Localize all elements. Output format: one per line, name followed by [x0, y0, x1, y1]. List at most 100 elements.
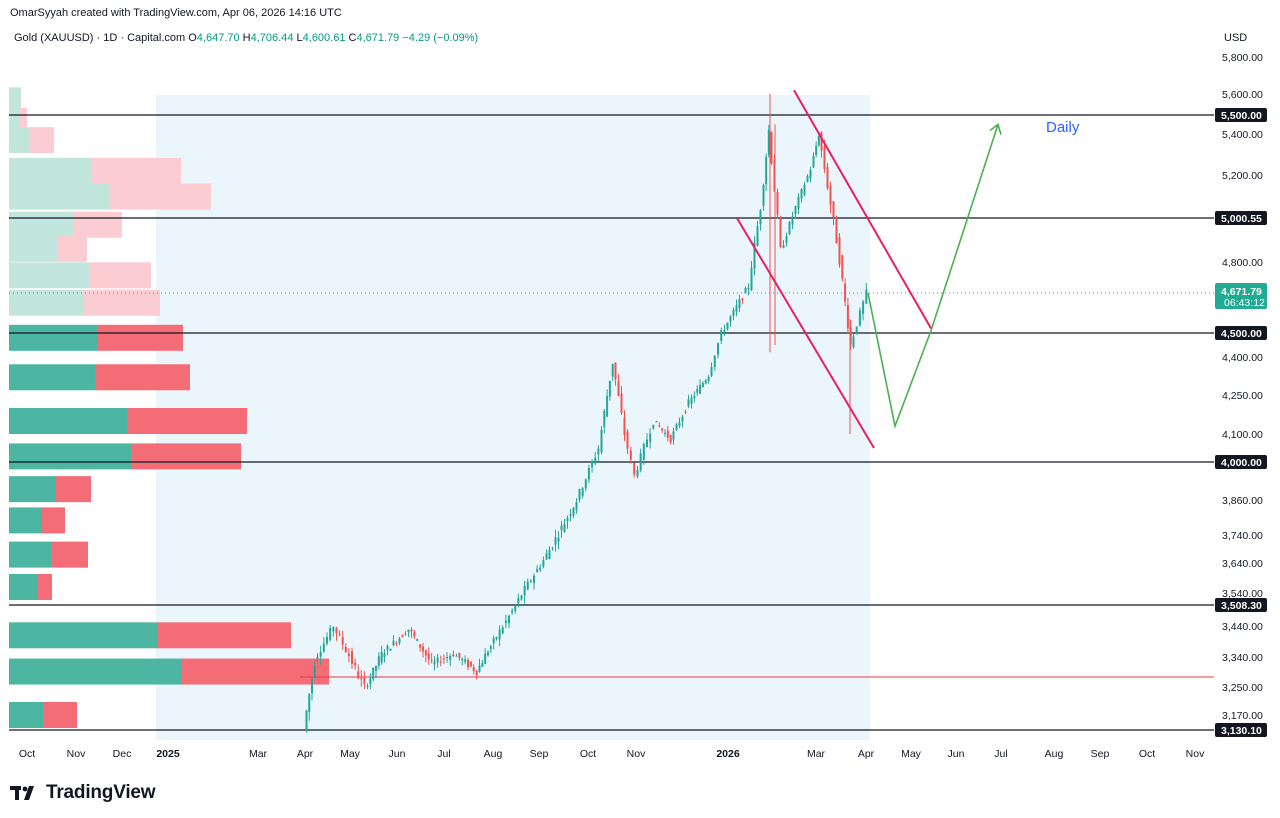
volume-profile [9, 87, 329, 728]
candle [664, 429, 666, 437]
candle [380, 645, 383, 665]
candle [794, 205, 797, 219]
projection-path[interactable] [867, 124, 999, 430]
candle [800, 188, 803, 203]
candle [487, 650, 489, 657]
level-price-badge [1215, 455, 1267, 469]
candle [756, 220, 759, 247]
tradingview-logo[interactable]: TradingView [10, 780, 156, 806]
candle [389, 648, 392, 651]
candle [767, 124, 770, 158]
candle [529, 578, 532, 584]
time-tick-label: Jul [437, 748, 450, 760]
chart-drawings[interactable] [736, 89, 1002, 449]
candle [329, 624, 332, 642]
projection-arrowhead [989, 123, 1002, 135]
time-tick-label: Sep [1091, 748, 1110, 760]
candle [545, 549, 548, 561]
volume-profile-up-bar [9, 541, 51, 568]
candle [424, 649, 427, 663]
candle [606, 389, 609, 418]
volume-profile-down-bar [41, 507, 65, 534]
symbol-name[interactable]: Gold (XAUUSD) · 1D · Capital.com [14, 32, 186, 44]
candle [492, 635, 495, 650]
time-tick-label: Aug [484, 748, 503, 760]
candle [308, 693, 311, 721]
candle [611, 363, 614, 381]
candle [729, 315, 732, 327]
daily-annotation[interactable]: Daily [1046, 119, 1080, 136]
descending-channel-line[interactable] [793, 89, 932, 329]
volume-profile-up-bar [9, 183, 109, 210]
low-value: 4,600.61 [302, 32, 346, 44]
candle [569, 508, 572, 522]
candle [829, 181, 832, 214]
candle [478, 658, 481, 673]
candle [762, 183, 765, 211]
candle [591, 459, 594, 473]
time-tick-label: Nov [627, 748, 646, 760]
price-tick-label: 5,400.00 [1222, 129, 1263, 141]
horizontal-levels[interactable] [9, 114, 1214, 731]
candle [759, 209, 762, 231]
candle [741, 298, 744, 305]
candle [809, 166, 812, 183]
volume-profile-down-bar [97, 324, 183, 351]
candle [484, 648, 487, 665]
time-axis[interactable]: Oct Nov Dec 2025 Mar Apr May Jun Jul Aug Sep Oct Nov… [19, 748, 1205, 760]
candle [669, 434, 672, 445]
volume-profile-down-bar [43, 702, 77, 728]
candle [351, 647, 353, 669]
candle [581, 487, 584, 499]
symbol-legend[interactable]: Gold (XAUUSD) · 1D · Capital.com O4,647.… [14, 32, 478, 44]
candle [832, 201, 835, 226]
candle [504, 614, 507, 629]
tradingview-logo-icon [10, 786, 34, 800]
candle [765, 153, 768, 192]
candle [594, 451, 597, 466]
candle [614, 362, 617, 386]
candle [446, 652, 449, 663]
candle [713, 355, 716, 371]
volume-profile-down-bar [127, 408, 247, 434]
volume-profile-down-bar [29, 127, 54, 154]
candle [572, 506, 575, 519]
price-axis[interactable]: 5,800.00 5,600.00 5,400.00 5,200.00 4,800.00… [1215, 52, 1267, 737]
volume-profile-down-bar [95, 364, 190, 391]
candle [597, 445, 600, 462]
volume-profile-up-bar [9, 289, 84, 316]
level-price-badge [1215, 108, 1267, 122]
candle [849, 320, 852, 350]
currency-label[interactable]: USD [1224, 32, 1248, 44]
volume-profile-up-bar [9, 364, 95, 391]
time-tick-label: Dec [113, 748, 132, 760]
candle [623, 410, 626, 442]
time-tick-label: 2025 [156, 748, 180, 760]
candle [410, 627, 413, 638]
candle [422, 642, 424, 658]
candle [687, 394, 690, 408]
candle [563, 519, 566, 533]
candle [753, 236, 756, 276]
volume-profile-down-bar [56, 476, 91, 503]
time-tick-label: Apr [297, 748, 314, 760]
candle [852, 333, 855, 349]
level-price-badge [1215, 326, 1267, 340]
candle [696, 385, 699, 396]
candle [375, 665, 377, 679]
candle [620, 386, 623, 415]
time-tick-label: Aug [1045, 748, 1064, 760]
candle [812, 152, 815, 168]
candle [508, 614, 510, 629]
candle [313, 660, 316, 679]
candle [398, 636, 401, 646]
candle [617, 374, 620, 397]
time-tick-label: May [340, 748, 361, 760]
level-price-badge [1215, 598, 1267, 612]
price-tick-label: 3,740.00 [1222, 530, 1263, 542]
descending-channel-line[interactable] [736, 217, 875, 449]
current-price-badge [1215, 283, 1267, 309]
volume-profile-down-bar [109, 183, 211, 210]
candle [785, 232, 788, 247]
